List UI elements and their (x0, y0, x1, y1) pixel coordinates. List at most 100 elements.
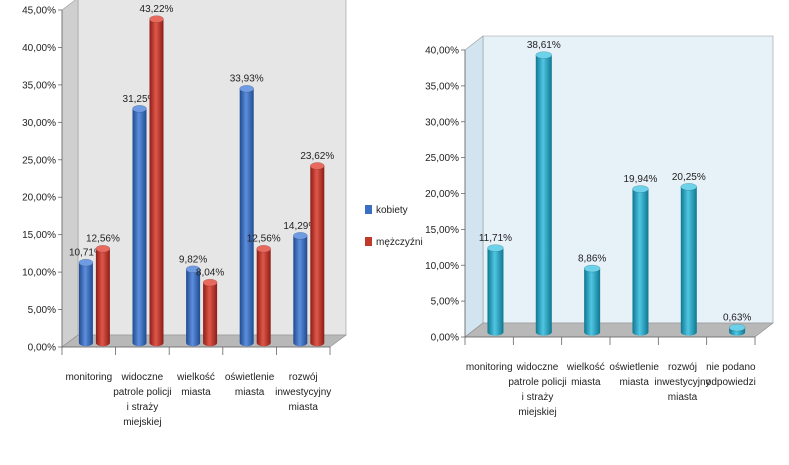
x-category-label: inwestycyjny (654, 377, 710, 388)
y-tick-label: 0,00% (28, 343, 56, 354)
x-category-label: oświetlenie (609, 362, 659, 373)
bar-top (202, 278, 218, 287)
legend-label: mężczyźni (376, 237, 423, 248)
x-category-label: monitoring (65, 372, 112, 383)
y-tick-label: 10,00% (22, 268, 56, 279)
data-label: 9,82% (179, 254, 207, 265)
bar-top (293, 232, 308, 240)
x-category-label: rozwój (668, 362, 697, 373)
x-category-label: i straży (127, 402, 159, 413)
y-tick-label: 20,00% (22, 193, 56, 204)
y-tick-label: 20,00% (425, 189, 459, 200)
data-label: 12,56% (86, 234, 120, 245)
y-tick-label: 15,00% (425, 225, 459, 236)
x-category-label: inwestycyjny (275, 387, 331, 398)
y-tick-label: 35,00% (425, 81, 459, 92)
bar-body (256, 248, 271, 347)
plot-floor (464, 322, 774, 338)
x-category-label: oświetlenie (225, 372, 275, 383)
bar-body (78, 262, 93, 347)
y-tick-label: 5,00% (431, 297, 459, 308)
x-category-label: wielkość (176, 372, 215, 383)
data-label: 8,86% (578, 254, 606, 265)
x-category-label: miejskiej (518, 407, 556, 418)
bar-top (132, 105, 147, 113)
bar-body (203, 282, 218, 347)
y-tick-label: 15,00% (22, 230, 56, 241)
y-tick-label: 45,00% (22, 6, 56, 17)
y-tick-label: 30,00% (425, 117, 459, 128)
data-label: 8,04% (196, 268, 224, 279)
bar-cylinder (310, 162, 325, 347)
bar-body (680, 186, 697, 336)
bar-cylinder (583, 264, 601, 336)
data-label: 38,61% (527, 40, 561, 51)
data-label: 31,25% (123, 94, 157, 105)
x-category-label: i straży (522, 392, 554, 403)
y-tick-label: 40,00% (22, 43, 56, 54)
legend-swatch (365, 205, 372, 214)
bar-body (487, 248, 504, 336)
data-label: 10,71% (69, 248, 103, 259)
bar-cylinder (132, 105, 147, 347)
bar-top (310, 162, 325, 170)
bar-body (535, 55, 552, 336)
data-label: 33,93% (230, 74, 264, 85)
data-label: 19,94% (624, 174, 658, 185)
bar-body (239, 88, 254, 347)
bar-top (149, 15, 164, 23)
bar-cylinder (535, 51, 553, 336)
y-tick-label: 25,00% (22, 155, 56, 166)
bar-top (78, 258, 94, 267)
bar-cylinder (728, 323, 746, 336)
bar-body (132, 108, 147, 347)
bar-body (186, 269, 201, 347)
bar-body (310, 165, 325, 347)
bar-top (583, 264, 601, 273)
bar-cylinder (78, 258, 94, 347)
bar-top (185, 265, 201, 274)
data-label: 23,62% (300, 151, 334, 162)
x-category-label: miasta (288, 402, 318, 413)
bar-top (95, 244, 111, 253)
legend-label: kobiety (376, 205, 408, 216)
x-category-label: miasta (619, 377, 649, 388)
x-category-label: wielkość (566, 362, 605, 373)
x-category-label: widoczne (516, 362, 559, 373)
bar-body (584, 268, 601, 336)
x-category-label: nie podano (706, 362, 756, 373)
y-tick-label: 35,00% (22, 80, 56, 91)
y-tick-label: 30,00% (22, 118, 56, 129)
bar-cylinder (680, 183, 698, 336)
data-label: 43,22% (140, 4, 174, 15)
x-category-label: patrole policji (508, 377, 566, 388)
y-tick-label: 0,00% (431, 333, 459, 344)
y-tick-label: 25,00% (425, 153, 459, 164)
data-label: 11,71% (479, 233, 512, 244)
x-category-label: miasta (235, 387, 265, 398)
bar-cylinder (487, 244, 504, 336)
bar-cylinder (239, 84, 254, 347)
x-category-label: widoczne (121, 372, 164, 383)
y-tick-label: 10,00% (425, 261, 459, 272)
bar-cylinder (202, 278, 218, 347)
bar-top (680, 183, 698, 191)
y-tick-label: 40,00% (425, 46, 459, 57)
bar-top (256, 244, 271, 253)
chart-left: 0,00% 5,00% 10,00% 15,00% 20,00% 25,00% 30,00%… (22, 0, 423, 428)
bar-top (487, 244, 504, 252)
legend-swatch (365, 237, 372, 246)
y-tick-label: 5,00% (28, 305, 56, 316)
bar-top (728, 323, 746, 332)
bar-cylinder (185, 265, 201, 347)
bar-cylinder (293, 232, 308, 347)
bar-cylinder (632, 185, 649, 336)
x-category-label: miejskiej (123, 417, 161, 428)
x-category-label: miasta (668, 392, 698, 403)
bar-top (239, 84, 254, 93)
bar-top (632, 185, 649, 193)
x-category-label: monitoring (466, 362, 513, 373)
bar-body (95, 248, 110, 347)
